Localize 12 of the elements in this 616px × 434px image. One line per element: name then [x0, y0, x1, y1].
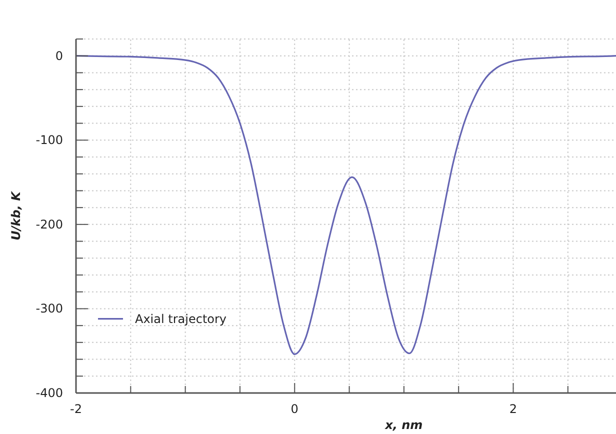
- x-tick-label: 0: [290, 402, 298, 416]
- y-tick-label: -100: [36, 133, 63, 148]
- legend-label: Axial trajectory: [135, 312, 227, 326]
- x-tick-label: -2: [70, 402, 82, 416]
- y-axis-title: U/kb, K: [9, 190, 23, 240]
- y-tick-label: -300: [36, 302, 63, 316]
- line-series: [75, 55, 616, 356]
- x-axis-title: x, nm: [384, 418, 423, 432]
- y-tick-label: -200: [36, 217, 63, 232]
- y-tick-label: 0: [55, 48, 63, 63]
- x-tick-label: 2: [509, 402, 518, 416]
- y-tick-label: -400: [36, 386, 63, 400]
